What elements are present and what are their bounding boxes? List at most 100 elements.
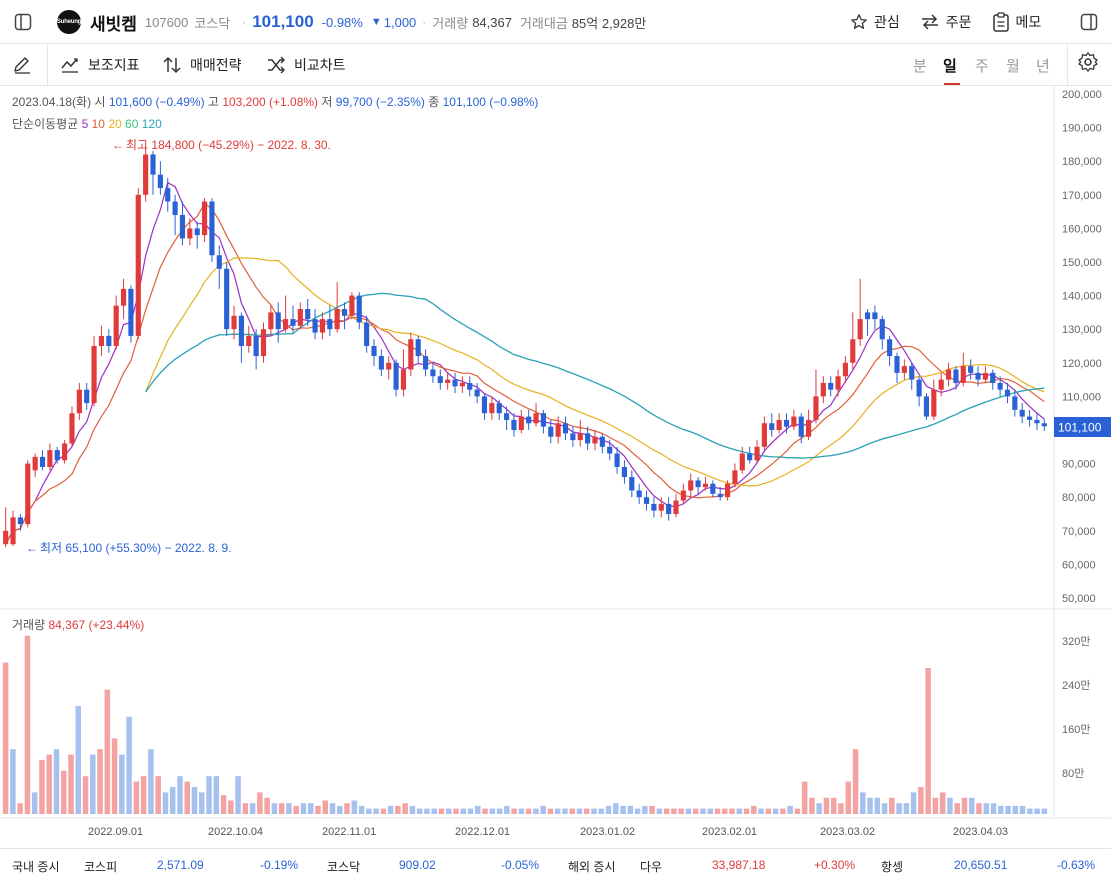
kosdaq-label[interactable]: 코스닥 — [327, 860, 361, 874]
volume-bar — [424, 808, 430, 814]
compare-button[interactable]: 비교차트 — [266, 44, 346, 86]
candle-body — [548, 426, 554, 437]
sidebar-toggle-icon[interactable] — [9, 8, 37, 36]
candle-body — [872, 312, 878, 320]
ma-120-line — [145, 292, 1045, 459]
volume-bar — [140, 776, 147, 814]
period-minute[interactable]: 분 — [913, 58, 927, 75]
volume-bar — [17, 803, 23, 814]
watch-button[interactable]: 관심 — [850, 12, 900, 32]
candle-body — [688, 480, 694, 491]
candle-body — [666, 503, 672, 514]
volume-bar — [576, 808, 583, 814]
candle — [666, 497, 672, 521]
period-day[interactable]: 일 — [943, 58, 957, 75]
candle — [106, 329, 112, 353]
volume-bar — [671, 808, 677, 814]
time-tick-label: 2022.10.04 — [208, 826, 263, 838]
candle-body — [290, 319, 296, 326]
candle — [400, 349, 407, 397]
candle — [990, 369, 996, 390]
stock-name[interactable]: 새빗켐 — [90, 14, 137, 34]
candle-body — [143, 154, 149, 195]
candle — [592, 430, 598, 451]
volume-axis: 320만 240만 160만 80만 — [1062, 635, 1090, 780]
candle — [857, 278, 863, 346]
panel-toggle-icon[interactable] — [1075, 8, 1103, 36]
candle — [113, 295, 119, 350]
candle — [850, 312, 856, 370]
separator-dot: · — [422, 15, 427, 29]
memo-button[interactable]: 메모 — [992, 12, 1041, 32]
volume-bar — [889, 797, 895, 814]
volume-bar — [10, 749, 16, 814]
kospi-value: 2,571.09 — [157, 858, 204, 872]
low-label: 저 — [321, 95, 333, 109]
candle-body — [275, 312, 281, 330]
pencil-icon — [14, 57, 30, 74]
ma-label: 단순이동평균 — [12, 117, 79, 131]
candle-body — [533, 413, 539, 424]
candle — [76, 382, 82, 420]
volume-bar — [554, 808, 561, 814]
stock-chart[interactable]: 200,000 190,000 180,000 170,000 160,000 150,0… — [0, 86, 1111, 848]
period-month[interactable]: 월 — [1006, 58, 1020, 75]
volume-bar — [366, 808, 372, 814]
ma-legend[interactable]: 단순이동평균 5 10 20 60 120 — [12, 115, 162, 132]
volume-bar — [707, 808, 713, 814]
candle — [629, 470, 635, 498]
dow-label[interactable]: 다우 — [640, 860, 663, 874]
volume-tick-label: 160만 — [1062, 723, 1090, 736]
kosdaq-change: -0.05% — [501, 858, 540, 872]
candle-body — [1012, 396, 1018, 410]
candle — [201, 198, 208, 242]
hangseng-change: -0.63% — [1057, 858, 1096, 872]
candle — [923, 393, 930, 420]
volume-bar — [845, 781, 852, 814]
period-year[interactable]: 년 — [1036, 58, 1050, 75]
candle — [47, 443, 53, 471]
period-week[interactable]: 주 — [975, 58, 989, 75]
gear-icon[interactable] — [1077, 51, 1099, 78]
candle-body — [106, 335, 112, 346]
candle-body — [378, 356, 384, 370]
candle — [901, 359, 907, 380]
candle — [54, 446, 60, 464]
price-tick-label: 70,000 — [1062, 526, 1096, 538]
candle-body — [894, 356, 900, 373]
volume-bar — [925, 668, 931, 814]
candle-body — [732, 470, 738, 484]
candle — [319, 312, 326, 340]
header-bar: Suheung 새빗켐 107600 코스닥 · 101,100 -0.98% … — [0, 0, 1111, 44]
draw-tool-button[interactable] — [12, 44, 40, 86]
candle-body — [3, 530, 9, 545]
candle — [791, 409, 797, 430]
candle-body — [268, 312, 274, 330]
candle-body — [739, 453, 745, 471]
candle-body — [120, 288, 127, 306]
hangseng-label[interactable]: 항셍 — [881, 860, 904, 874]
separator-dot: · — [242, 15, 247, 29]
volume-bar — [1012, 805, 1019, 814]
swap-arrows-icon — [921, 14, 938, 30]
candle-body — [246, 335, 252, 346]
kospi-label[interactable]: 코스피 — [84, 860, 118, 874]
candle — [334, 282, 340, 333]
price-tick-label: 130,000 — [1062, 324, 1102, 336]
candle — [607, 440, 613, 461]
candle — [982, 366, 988, 383]
volume-bar — [547, 808, 554, 814]
ma-10-label: 10 — [91, 117, 105, 131]
price-tick-label: 80,000 — [1062, 492, 1096, 504]
candle-body — [931, 389, 937, 417]
candle-body — [165, 188, 171, 202]
strategy-button[interactable]: 매매전략 — [162, 44, 242, 86]
volume-bar — [213, 776, 220, 814]
candle — [459, 376, 465, 394]
indicator-button[interactable]: 보조지표 — [60, 44, 140, 86]
order-button[interactable]: 주문 — [920, 12, 972, 32]
candle — [562, 416, 569, 441]
candle — [636, 483, 642, 504]
open-value: 101,600 (−0.49%) — [108, 95, 205, 109]
candle — [916, 376, 922, 407]
